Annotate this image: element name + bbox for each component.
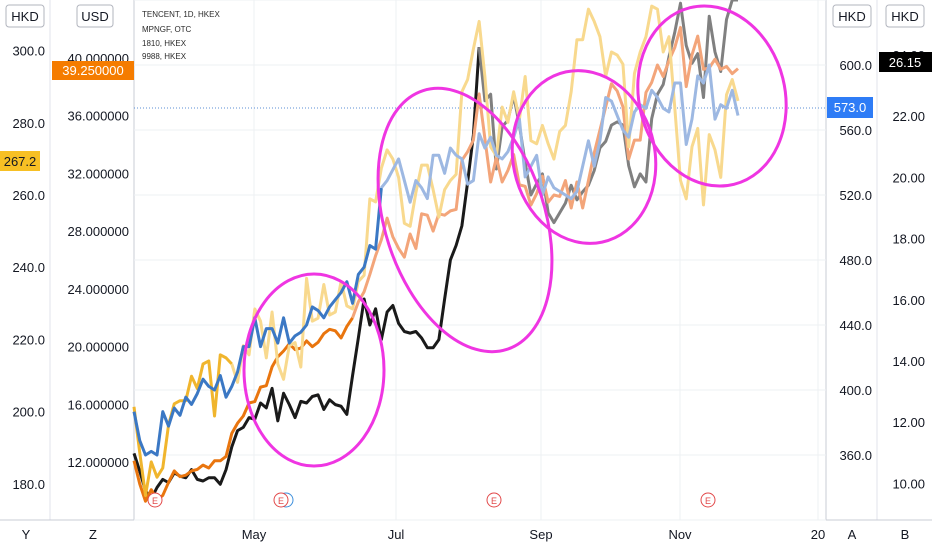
earnings-marker-label: E [491,496,497,506]
axis-tick-label: 480.0 [839,253,872,268]
axes: 180.0 200.0 220.0 240.0 260.0 280.0 300.0 12.00… [12,44,925,542]
bottom-button-a[interactable]: A [848,527,857,542]
bottom-button-b[interactable]: B [901,527,910,542]
axis-header-hkd-left-label: HKD [11,9,38,24]
x-tick-label: Nov [668,527,692,542]
axis-tick-label: 240.0 [12,260,45,275]
earnings-marker-label: E [278,496,284,506]
axis-tick-label: 22.00 [892,109,925,124]
x-tick-label: May [242,527,267,542]
axis-tick-label: 12.00 [892,415,925,430]
earnings-marker[interactable]: E [700,492,716,508]
price-badge-yellow: 267.2 [0,151,40,171]
axis-tick-label: 32.000000 [68,166,129,181]
legend-item-tencent: TENCENT, 1D, HKEX [142,10,220,19]
series-line-3-a [132,187,383,457]
axis-tick-label: 360.0 [839,448,872,463]
price-badge-black-text: 26.15 [889,55,922,70]
axis-header-hkd-right1[interactable]: HKD [832,4,872,28]
legend: TENCENT, 1D, HKEX MPNGF, OTC 1810, HKEX … [142,10,220,61]
axis-header-usd-label: USD [81,9,108,24]
x-tick-label: 20 [811,527,825,542]
axis-header-hkd-right2[interactable]: HKD [885,4,925,28]
highlight-circle-may [242,272,386,468]
price-badge-blue-text: 573.0 [834,100,867,115]
series-line-3-b [380,63,740,204]
earnings-marker[interactable]: E [486,492,502,508]
axis-tick-label: 180.0 [12,477,45,492]
axis-tick-label: 520.0 [839,188,872,203]
highlight-circle-nov [636,4,788,188]
axis-tick-label: 28.000000 [68,224,129,239]
axis-tick-label: 260.0 [12,188,45,203]
earnings-marker-label: E [705,496,711,506]
axis-header-usd[interactable]: USD [76,4,114,28]
axis-tick-label: 18.00 [892,232,925,247]
axis-tick-label: 20.000000 [68,340,129,355]
axis-tick-label: 14.00 [892,354,925,369]
legend-item-9988: 9988, HKEX [142,52,187,61]
series-line-1-a [132,316,354,503]
price-badge-orange: 39.250000 [52,61,134,80]
x-tick-label: Sep [529,527,552,542]
legend-item-1810: 1810, HKEX [142,39,187,48]
earnings-marker[interactable]: E [273,492,294,508]
axis-tick-label: 16.000000 [68,397,129,412]
axis-tick-label: 300.0 [12,44,45,59]
price-badge-black: 26.15 [879,52,932,72]
axis-tick-label: 20.00 [892,170,925,185]
axis-header-hkd-right1-label: HKD [838,9,865,24]
axis-tick-label: 600.0 [839,58,872,73]
bottom-button-z[interactable]: Z [89,527,97,542]
highlight-circles [242,4,788,468]
axis-tick-label: 12.000000 [68,455,129,470]
price-badge-yellow-text: 267.2 [4,154,37,169]
axis-tick-label: 280.0 [12,116,45,131]
axis-tick-label: 10.00 [892,476,925,491]
bottom-button-y[interactable]: Y [22,527,31,542]
price-badge-orange-text: 39.250000 [62,63,123,78]
series-layer [132,0,740,503]
axis-tick-label: 24.000000 [68,282,129,297]
axis-tick-label: 560.0 [839,123,872,138]
price-badge-blue: 573.0 [827,97,873,118]
highlight-circle-jul [376,86,554,354]
axis-tick-label: 200.0 [12,405,45,420]
earnings-marker[interactable]: E [147,492,163,508]
axis-header-hkd-left[interactable]: HKD [5,4,45,28]
series-line-2-a [132,353,233,498]
earnings-marker-label: E [152,496,158,506]
axis-tick-label: 220.0 [12,332,45,347]
x-tick-label: Jul [388,527,405,542]
axis-tick-label: 16.00 [892,293,925,308]
axis-header-hkd-right2-label: HKD [891,9,918,24]
axis-tick-label: 36.000000 [68,109,129,124]
series-line-2-b [230,4,740,384]
axis-tick-label: 400.0 [839,383,872,398]
legend-item-mpngf: MPNGF, OTC [142,25,192,34]
axis-tick-label: 440.0 [839,318,872,333]
